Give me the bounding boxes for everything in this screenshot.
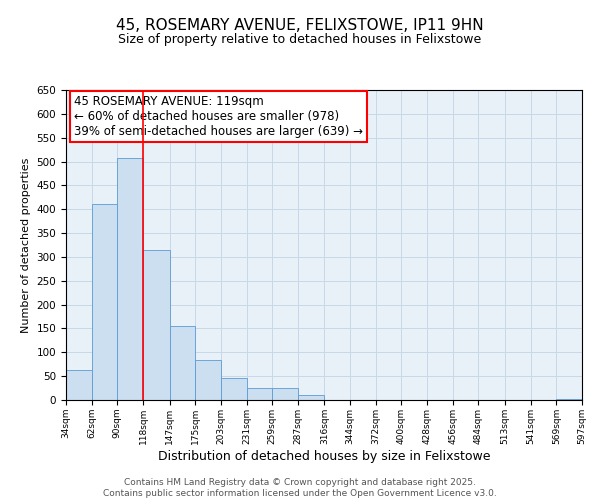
Bar bbox=[195, 360, 221, 400]
Text: Contains HM Land Registry data © Crown copyright and database right 2025.
Contai: Contains HM Land Registry data © Crown c… bbox=[103, 478, 497, 498]
Text: 45 ROSEMARY AVENUE: 119sqm
← 60% of detached houses are smaller (978)
39% of sem: 45 ROSEMARY AVENUE: 119sqm ← 60% of deta… bbox=[74, 94, 363, 138]
Bar bbox=[221, 378, 247, 400]
Text: 45, ROSEMARY AVENUE, FELIXSTOWE, IP11 9HN: 45, ROSEMARY AVENUE, FELIXSTOWE, IP11 9H… bbox=[116, 18, 484, 32]
Bar bbox=[118, 158, 143, 400]
Bar bbox=[247, 388, 272, 400]
X-axis label: Distribution of detached houses by size in Felixstowe: Distribution of detached houses by size … bbox=[158, 450, 490, 462]
Bar bbox=[143, 250, 170, 400]
Text: Size of property relative to detached houses in Felixstowe: Size of property relative to detached ho… bbox=[118, 32, 482, 46]
Bar bbox=[272, 388, 298, 400]
Bar bbox=[92, 204, 118, 400]
Y-axis label: Number of detached properties: Number of detached properties bbox=[21, 158, 31, 332]
Bar bbox=[170, 326, 195, 400]
Bar bbox=[556, 399, 582, 400]
Bar bbox=[298, 395, 325, 400]
Bar bbox=[66, 370, 92, 400]
